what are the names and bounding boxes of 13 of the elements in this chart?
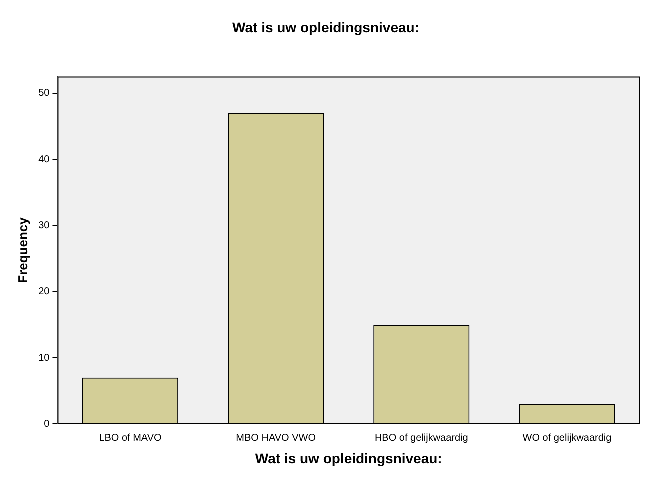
- chart-title: Wat is uw opleidingsniveau:: [232, 19, 420, 36]
- x-tick-label: WO of gelijkwaardig: [522, 432, 612, 444]
- x-tick-label: LBO of MAVO: [99, 432, 162, 444]
- y-tick-label: 50: [38, 88, 50, 100]
- x-tick-label: HBO of gelijkwaardig: [374, 432, 468, 444]
- y-tick-label: 10: [38, 352, 50, 364]
- x-tick-label: MBO HAVO VWO: [236, 432, 316, 444]
- y-axis-title: Frequency: [15, 216, 30, 284]
- y-tick-label: 20: [38, 286, 50, 298]
- y-tick-label: 0: [44, 418, 50, 430]
- y-tick-label: 30: [38, 220, 50, 232]
- y-tick-label: 40: [38, 154, 50, 166]
- x-axis-title: Wat is uw opleidingsniveau:: [255, 450, 442, 466]
